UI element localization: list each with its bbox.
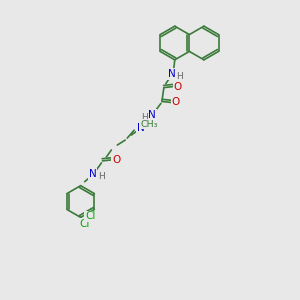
Text: Cl: Cl [85,212,96,221]
Text: N: N [168,69,176,79]
Text: N: N [89,169,96,179]
Text: H: H [176,72,183,81]
Text: O: O [112,155,120,165]
Text: O: O [174,82,182,92]
Text: N: N [148,110,156,120]
Text: Cl: Cl [80,219,90,229]
Text: N: N [137,123,145,133]
Text: O: O [172,98,180,107]
Text: H: H [98,172,105,181]
Text: H: H [141,113,147,122]
Text: CH₃: CH₃ [140,120,158,129]
